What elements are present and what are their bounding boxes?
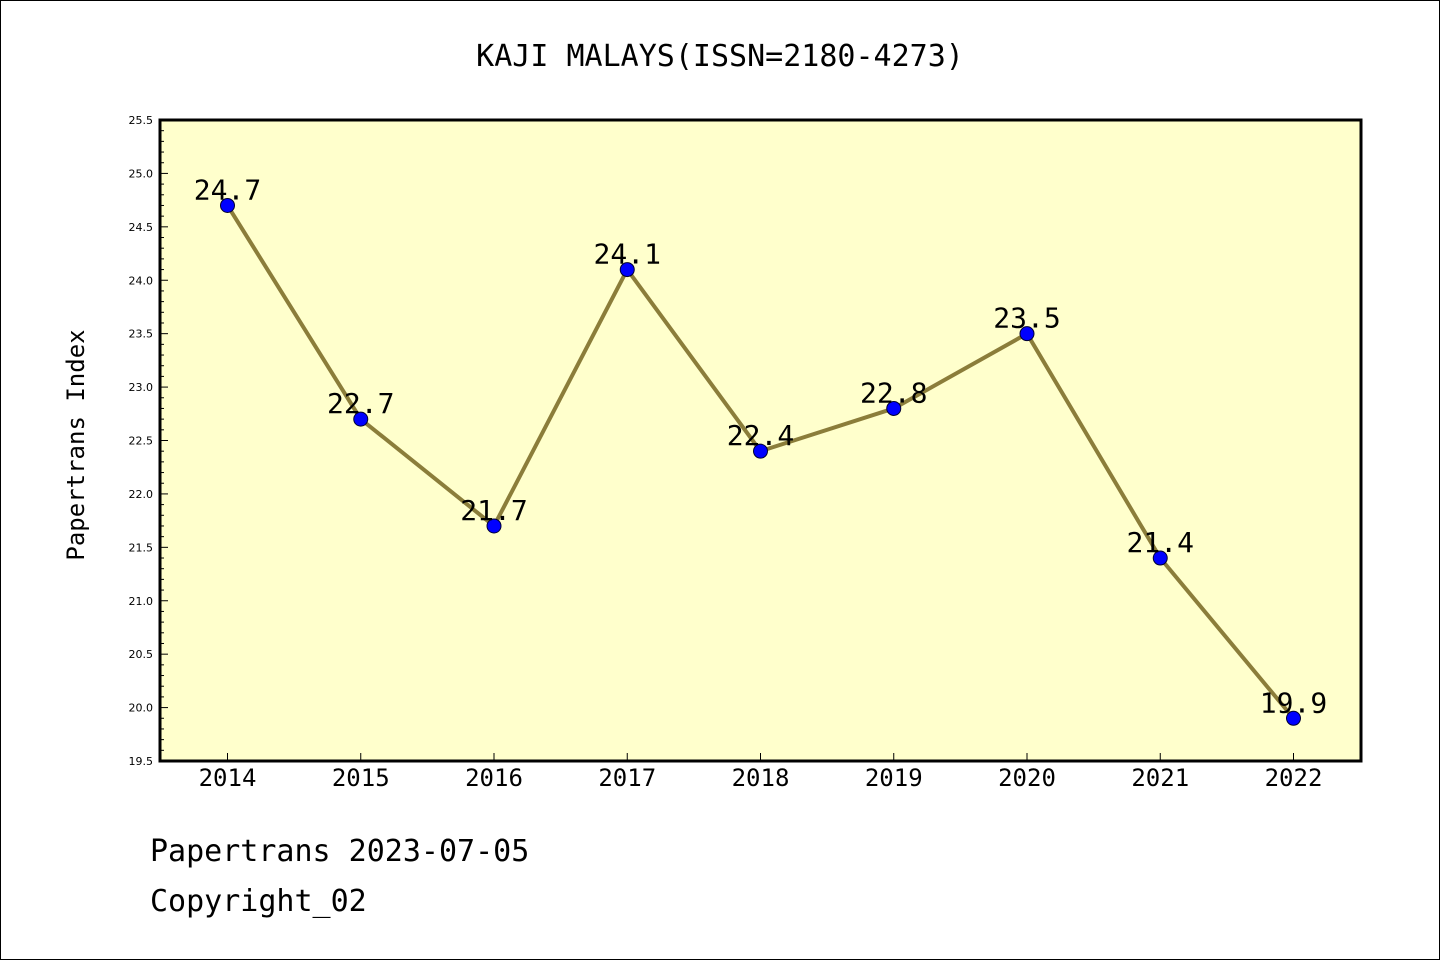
data-point	[220, 197, 235, 213]
y-tick-label: 24.0	[129, 274, 154, 287]
y-tick-label: 19.5	[129, 755, 154, 768]
data-point	[886, 400, 902, 416]
y-tick-label: 25.0	[129, 167, 154, 180]
data-label: 22.4	[727, 419, 794, 452]
plot-background	[160, 120, 1361, 761]
x-tick-label: 2021	[1131, 764, 1189, 792]
x-tick-label: 2017	[598, 764, 656, 792]
y-tick-label: 22.5	[129, 435, 154, 448]
x-tick-label: 2016	[465, 764, 523, 792]
data-label: 22.8	[860, 376, 927, 409]
data-label: 19.9	[1260, 686, 1327, 719]
plot-frame	[158, 118, 1363, 763]
x-tick-label: 2020	[998, 764, 1056, 792]
data-point	[486, 518, 502, 534]
data-label: 23.5	[993, 302, 1060, 335]
data-label: 21.4	[1127, 526, 1194, 559]
data-point	[1019, 326, 1035, 342]
y-tick-label: 24.5	[129, 221, 154, 234]
footer-date: Papertrans 2023-07-05	[150, 834, 530, 869]
x-tick-label: 2022	[1265, 764, 1323, 792]
data-point	[619, 262, 635, 278]
x-tick-label: 2014	[199, 764, 257, 792]
y-tick-label: 20.0	[129, 702, 154, 715]
footer-copyright: Copyright_02	[150, 884, 367, 919]
y-tick-label: 22.0	[129, 488, 154, 501]
data-point	[753, 443, 768, 459]
plot-area: 19.5 20.0 20.5 21.0 21.5 22.0 22.5 23.0 23.5 24.0…	[129, 114, 1363, 792]
data-point	[1286, 710, 1301, 726]
chart-title: KAJI MALAYS(ISSN=2180-4273)	[476, 39, 964, 74]
x-tick-label: 2019	[865, 764, 923, 792]
data-point	[1152, 550, 1168, 566]
data-label: 21.7	[460, 494, 527, 527]
y-tick-label: 20.5	[129, 648, 154, 661]
data-point	[353, 411, 369, 427]
y-tick-label: 23.5	[129, 328, 154, 341]
y-tick-label: 23.0	[129, 381, 154, 394]
y-tick-label: 25.5	[129, 114, 154, 127]
data-label: 24.7	[194, 173, 261, 206]
data-label: 24.1	[594, 238, 661, 271]
x-tick-label: 2015	[332, 764, 390, 792]
x-tick-label: 2018	[732, 764, 790, 792]
y-tick-label: 21.5	[129, 541, 154, 554]
y-tick-label: 21.0	[129, 595, 154, 608]
data-label: 22.7	[327, 387, 394, 420]
y-axis-label: Papertrans Index	[62, 329, 90, 560]
